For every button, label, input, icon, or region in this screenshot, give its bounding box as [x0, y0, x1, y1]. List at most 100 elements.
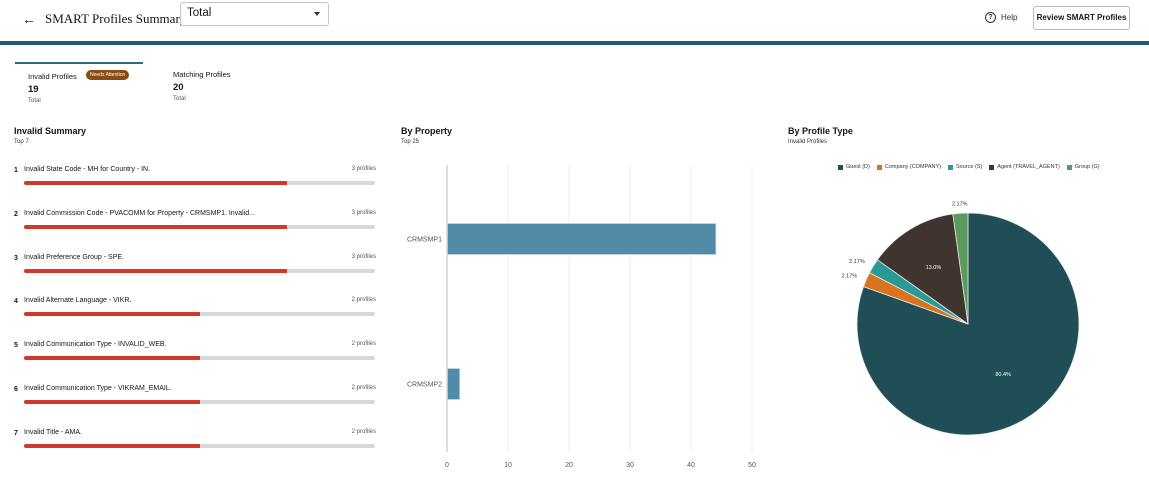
pie-legend: Guest (D) Company (COMPANY) Source (S) Agen… [838, 164, 1100, 170]
issue-label: Invalid Title - AMA. [24, 429, 82, 436]
legend-label: Agent (TRAVEL_AGENT) [997, 164, 1060, 170]
by-profile-type-subtitle: Invalid Profiles [788, 139, 828, 145]
progress-fill [24, 181, 288, 185]
by-property-subtitle: Top 25 [401, 139, 420, 145]
summary-tabs: Invalid Profiles Needs Attention 19 Tota… [15, 62, 315, 108]
progress-track [24, 269, 375, 273]
pie-slice[interactable] [876, 213, 969, 325]
view-filter-select[interactable]: Total [180, 2, 329, 26]
profile-count: 3 profiles [351, 210, 376, 216]
rank-number: 5 [14, 342, 18, 349]
invalid-summary-subtitle: Top 7 [14, 139, 29, 145]
legend-item[interactable]: Agent (TRAVEL_AGENT) [989, 164, 1060, 170]
legend-swatch [838, 164, 843, 170]
x-tick-label: 40 [687, 462, 695, 469]
tab-matching-profiles[interactable]: Matching Profiles 20 Total [160, 62, 280, 108]
rank-number: 6 [14, 386, 18, 393]
issue-label: Invalid Communication Type - INVALID_WEB… [24, 341, 167, 348]
invalid-summary-row[interactable]: 3 Invalid Preference Group - SPE. 3 prof… [14, 253, 376, 277]
invalid-profiles-count: 19 [28, 84, 39, 95]
pie-slice[interactable] [952, 212, 969, 325]
legend-item[interactable]: Group (G) [1066, 164, 1100, 170]
category-label: CRMSMP1 [407, 237, 442, 244]
invalid-summary-row[interactable]: 6 Invalid Communication Type - VIKRAM_EM… [14, 384, 376, 408]
rank-number: 2 [14, 211, 18, 218]
page-title: SMART Profiles Summary [45, 11, 187, 26]
invalid-summary-row[interactable]: 4 Invalid Alternate Language - VIKR. 2 p… [14, 296, 376, 320]
needs-attention-badge: Needs Attention [86, 70, 130, 80]
progress-track [24, 400, 375, 404]
by-profile-type-title: By Profile Type [788, 126, 853, 136]
x-tick-label: 30 [626, 462, 634, 469]
issue-label: Invalid State Code - MH for Country - IN… [24, 166, 151, 173]
legend-item[interactable]: Source (S) [947, 164, 983, 170]
rank-number: 3 [14, 255, 18, 262]
progress-track [24, 444, 375, 448]
legend-label: Group (G) [1074, 164, 1100, 170]
by-profile-type-pie-chart: 80.4% 2.17% 2.17% 13.0% 2.17% [842, 201, 1080, 436]
legend-label: Source (S) [955, 164, 983, 170]
help-label: Help [1001, 13, 1018, 22]
x-tick-label: 0 [445, 462, 449, 469]
x-tick-label: 10 [504, 462, 512, 469]
profile-count: 2 profiles [351, 297, 376, 303]
slice-label: 2.17% [849, 259, 865, 265]
profile-count: 2 profiles [351, 341, 376, 347]
progress-fill [24, 269, 288, 273]
tab-sublabel: Total [28, 98, 41, 104]
issue-label: Invalid Preference Group - SPE. [24, 254, 124, 261]
help-link[interactable]: ? Help [985, 12, 1017, 23]
issue-label: Invalid Commission Code - PVACOMM for Pr… [24, 210, 255, 217]
invalid-summary-row[interactable]: 7 Invalid Title - AMA. 2 profiles [14, 428, 376, 452]
legend-swatch [989, 164, 995, 170]
legend-swatch [876, 164, 882, 170]
matching-profiles-count: 20 [173, 82, 184, 93]
legend-item[interactable]: Guest (D) [838, 164, 870, 170]
by-property-bar-chart: 0 10 20 30 40 50 CRMSMP1 CRMSMP2 [407, 165, 756, 469]
legend-label: Company (COMPANY) [884, 164, 941, 170]
invalid-summary-title: Invalid Summary [14, 126, 87, 136]
tab-sublabel: Total [173, 96, 186, 102]
issue-label: Invalid Communication Type - VIKRAM_EMAI… [24, 385, 172, 392]
x-tick-label: 20 [565, 462, 573, 469]
rank-number: 1 [14, 167, 18, 174]
category-label: CRMSMP2 [407, 382, 442, 389]
progress-fill [24, 444, 200, 448]
slice-label: 13.0% [926, 265, 942, 271]
invalid-summary-row[interactable]: 1 Invalid State Code - MH for Country - … [14, 165, 376, 189]
bar-crmsmp2[interactable] [447, 368, 460, 400]
bar-crmsmp1[interactable] [447, 223, 717, 255]
profile-count: 2 profiles [351, 385, 376, 391]
issue-label: Invalid Alternate Language - VIKR. [24, 297, 132, 304]
invalid-summary-row[interactable]: 2 Invalid Commission Code - PVACOMM for … [14, 209, 376, 233]
progress-fill [24, 400, 200, 404]
profile-count: 3 profiles [351, 254, 376, 260]
help-circle-icon: ? [985, 12, 996, 23]
by-property-title: By Property [401, 126, 453, 136]
progress-track [24, 225, 375, 229]
legend-label: Guest (D) [846, 164, 870, 170]
rank-number: 4 [14, 298, 18, 305]
progress-track [24, 356, 375, 360]
header-divider [0, 41, 1149, 45]
view-filter-value: Total [187, 7, 212, 19]
progress-track [24, 181, 375, 185]
profile-count: 3 profiles [351, 166, 376, 172]
profile-count: 2 profiles [351, 429, 376, 435]
tab-label: Matching Profiles [173, 70, 231, 79]
progress-fill [24, 225, 288, 229]
back-arrow-icon[interactable]: ← [22, 11, 36, 27]
legend-swatch [1066, 164, 1072, 170]
progress-fill [24, 356, 200, 360]
slice-label: 2.17% [952, 201, 968, 207]
tab-invalid-profiles[interactable]: Invalid Profiles Needs Attention 19 Tota… [15, 62, 143, 108]
invalid-summary-row[interactable]: 5 Invalid Communication Type - INVALID_W… [14, 340, 376, 364]
slice-label: 2.17% [842, 274, 858, 280]
chevron-down-icon [314, 12, 320, 16]
review-smart-profiles-button[interactable]: Review SMART Profiles [1033, 6, 1130, 30]
x-tick-label: 50 [748, 462, 756, 469]
progress-fill [24, 312, 200, 316]
slice-label: 80.4% [995, 372, 1011, 378]
legend-item[interactable]: Company (COMPANY) [876, 164, 941, 170]
rank-number: 7 [14, 430, 18, 437]
